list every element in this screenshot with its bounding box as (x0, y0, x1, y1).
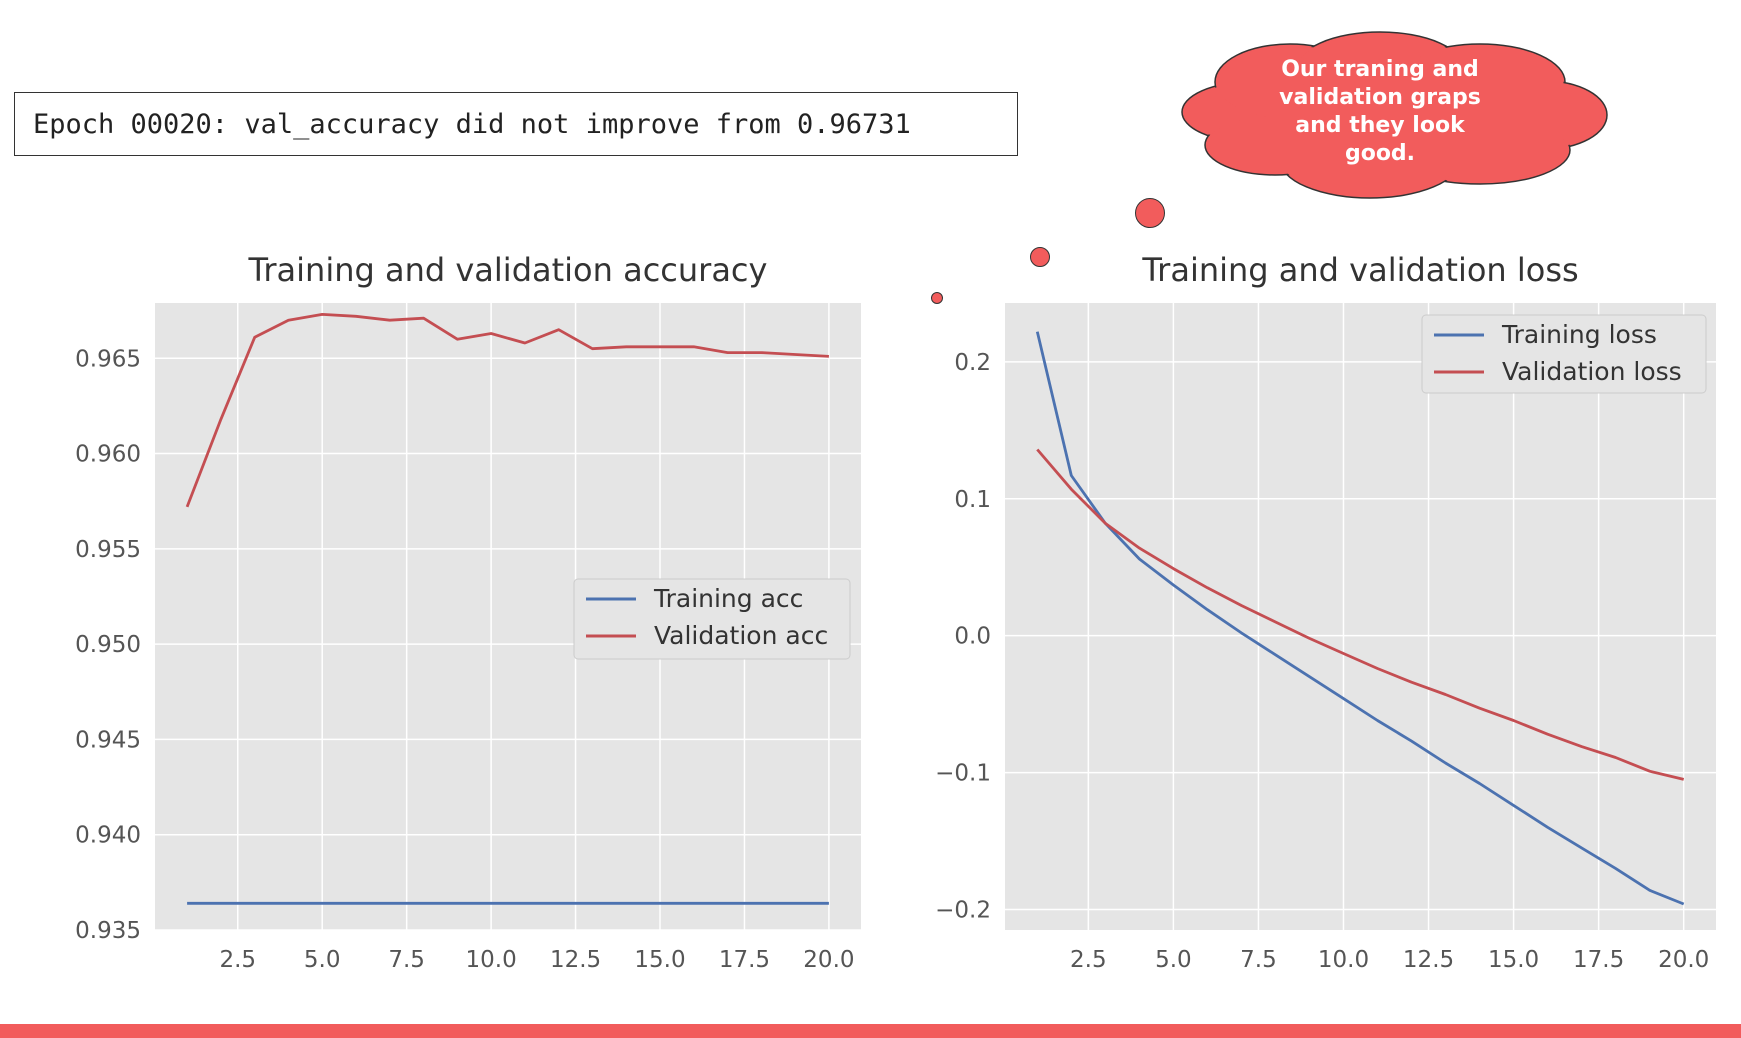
loss-x-tick-label: 17.5 (1573, 947, 1624, 973)
accuracy-x-tick-label: 2.5 (219, 947, 256, 973)
loss-y-tick-label: 0.2 (954, 350, 991, 376)
thought-cloud-icon (1181, 31, 1608, 199)
accuracy-x-tick-label: 5.0 (304, 947, 341, 973)
loss-x-tick-label: 7.5 (1240, 947, 1277, 973)
loss-x-tick-label: 15.0 (1488, 947, 1539, 973)
accuracy-y-tick-label: 0.945 (75, 727, 141, 753)
loss-plot-area (1005, 303, 1716, 930)
accuracy-y-tick-label: 0.950 (75, 632, 141, 658)
loss-series-validation (1036, 448, 1685, 781)
accuracy-chart-title: Training and validation accuracy (248, 251, 768, 289)
accuracy-y-tick-label: 0.960 (75, 442, 141, 468)
loss-y-tick-label: 0.1 (954, 487, 991, 513)
console-output-line: Epoch 00020: val_accuracy did not improv… (14, 92, 1018, 156)
loss-legend-label: Training loss (1501, 320, 1657, 349)
loss-series-training (1035, 331, 1685, 906)
loss-legend-label: Validation loss (1502, 357, 1682, 386)
accuracy-legend-label: Training acc (653, 584, 803, 613)
thought-bubble-dot-small (931, 292, 943, 304)
loss-y-tick-label: −0.2 (935, 897, 991, 923)
accuracy-x-tick-label: 20.0 (803, 947, 854, 973)
loss-y-tick-label: 0.0 (954, 624, 991, 650)
loss-x-tick-label: 20.0 (1658, 947, 1709, 973)
loss-y-tick-label: −0.1 (935, 761, 991, 787)
accuracy-x-tick-label: 17.5 (719, 947, 770, 973)
thought-bubble-dot-large (1135, 198, 1165, 228)
thought-bubble-dot-medium (1030, 247, 1050, 267)
footer-accent-bar (0, 1024, 1741, 1038)
accuracy-legend-box (573, 578, 851, 660)
accuracy-y-tick-label: 0.965 (75, 346, 141, 372)
accuracy-x-tick-label: 15.0 (634, 947, 685, 973)
loss-legend-box (1421, 314, 1707, 394)
loss-x-tick-label: 5.0 (1155, 947, 1192, 973)
loss-x-tick-label: 2.5 (1070, 947, 1107, 973)
accuracy-y-tick-label: 0.955 (75, 537, 141, 563)
loss-chart-title: Training and validation loss (1141, 251, 1578, 289)
accuracy-x-tick-label: 7.5 (388, 947, 425, 973)
accuracy-x-tick-label: 12.5 (550, 947, 601, 973)
accuracy-legend-label: Validation acc (654, 621, 828, 650)
thought-cloud-text: Our traning and validation graps and the… (1279, 57, 1481, 166)
loss-x-tick-label: 12.5 (1403, 947, 1454, 973)
accuracy-x-tick-label: 10.0 (466, 947, 517, 973)
loss-x-tick-label: 10.0 (1318, 947, 1369, 973)
accuracy-y-tick-label: 0.940 (75, 823, 141, 849)
accuracy-series-validation (185, 312, 829, 508)
accuracy-y-tick-label: 0.935 (75, 918, 141, 944)
